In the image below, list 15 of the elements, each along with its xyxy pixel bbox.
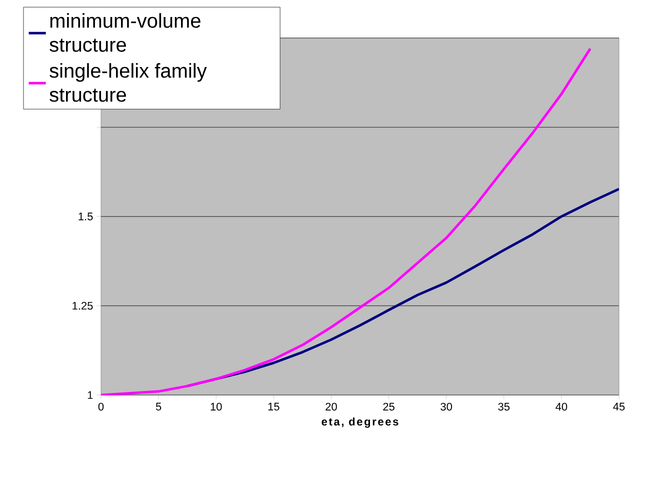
x-axis-title: eta, degrees bbox=[322, 417, 398, 428]
x-tick-label: 40 bbox=[556, 402, 568, 411]
x-tick-label: 20 bbox=[326, 402, 337, 411]
x-tick-label: 10 bbox=[210, 402, 222, 411]
x-tick-label: 0 bbox=[98, 402, 104, 411]
y-tick-label: 1.5 bbox=[78, 212, 93, 220]
x-tick-label: 30 bbox=[440, 402, 452, 411]
y-tick-label: 1.25 bbox=[72, 302, 93, 310]
x-tick-label: 15 bbox=[268, 402, 280, 410]
x-tick-label: 45 bbox=[613, 402, 625, 410]
y-tick-label: 1 bbox=[88, 391, 93, 399]
x-tick-label: 35 bbox=[498, 402, 510, 411]
legend-label: single-helix family structure bbox=[50, 63, 207, 102]
x-tick-label: 25 bbox=[383, 402, 394, 411]
x-tick-label: 5 bbox=[156, 402, 162, 410]
